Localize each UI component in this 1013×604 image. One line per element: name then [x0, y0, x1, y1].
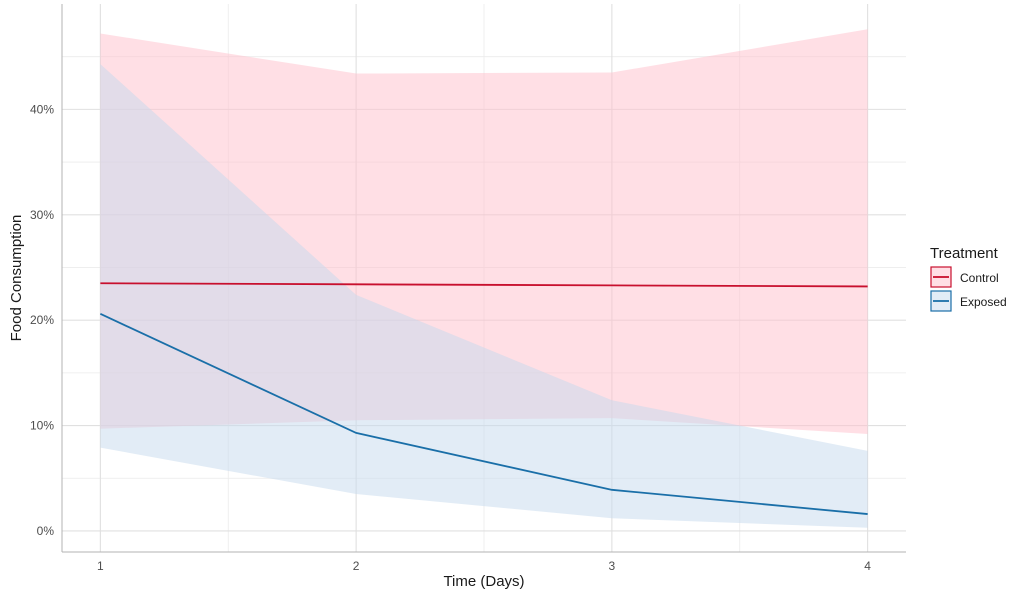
series-line-exposed — [99, 313, 868, 515]
legend-label-control: Control — [960, 271, 999, 285]
x-tick-label: 1 — [97, 559, 104, 573]
series-line-control — [100, 282, 868, 288]
legend-key-exposed — [930, 290, 952, 312]
legend: Treatment Control Exposed — [930, 245, 1007, 312]
y-tick-label: 20% — [30, 313, 54, 327]
confidence-bands — [100, 29, 868, 528]
x-axis-title: Time (Days) — [443, 573, 524, 590]
confidence-band-exposed — [100, 64, 868, 528]
y-tick-label: 30% — [30, 208, 54, 222]
x-tick-label: 4 — [864, 559, 871, 573]
axes: 0% 10% 20% 30% 40% 1 2 3 4 Time (Days) Food Consum… — [8, 4, 906, 590]
x-tick-label: 3 — [609, 559, 616, 573]
legend-title: Treatment — [930, 245, 999, 262]
y-tick-label: 10% — [30, 419, 54, 433]
legend-label-exposed: Exposed — [960, 295, 1007, 309]
y-tick-label: 0% — [37, 524, 55, 538]
y-tick-label: 40% — [30, 102, 54, 116]
y-axis-title: Food Consumption — [8, 215, 25, 342]
x-tick-label: 2 — [353, 559, 360, 573]
series-lines — [99, 282, 868, 515]
legend-key-control — [930, 266, 952, 288]
